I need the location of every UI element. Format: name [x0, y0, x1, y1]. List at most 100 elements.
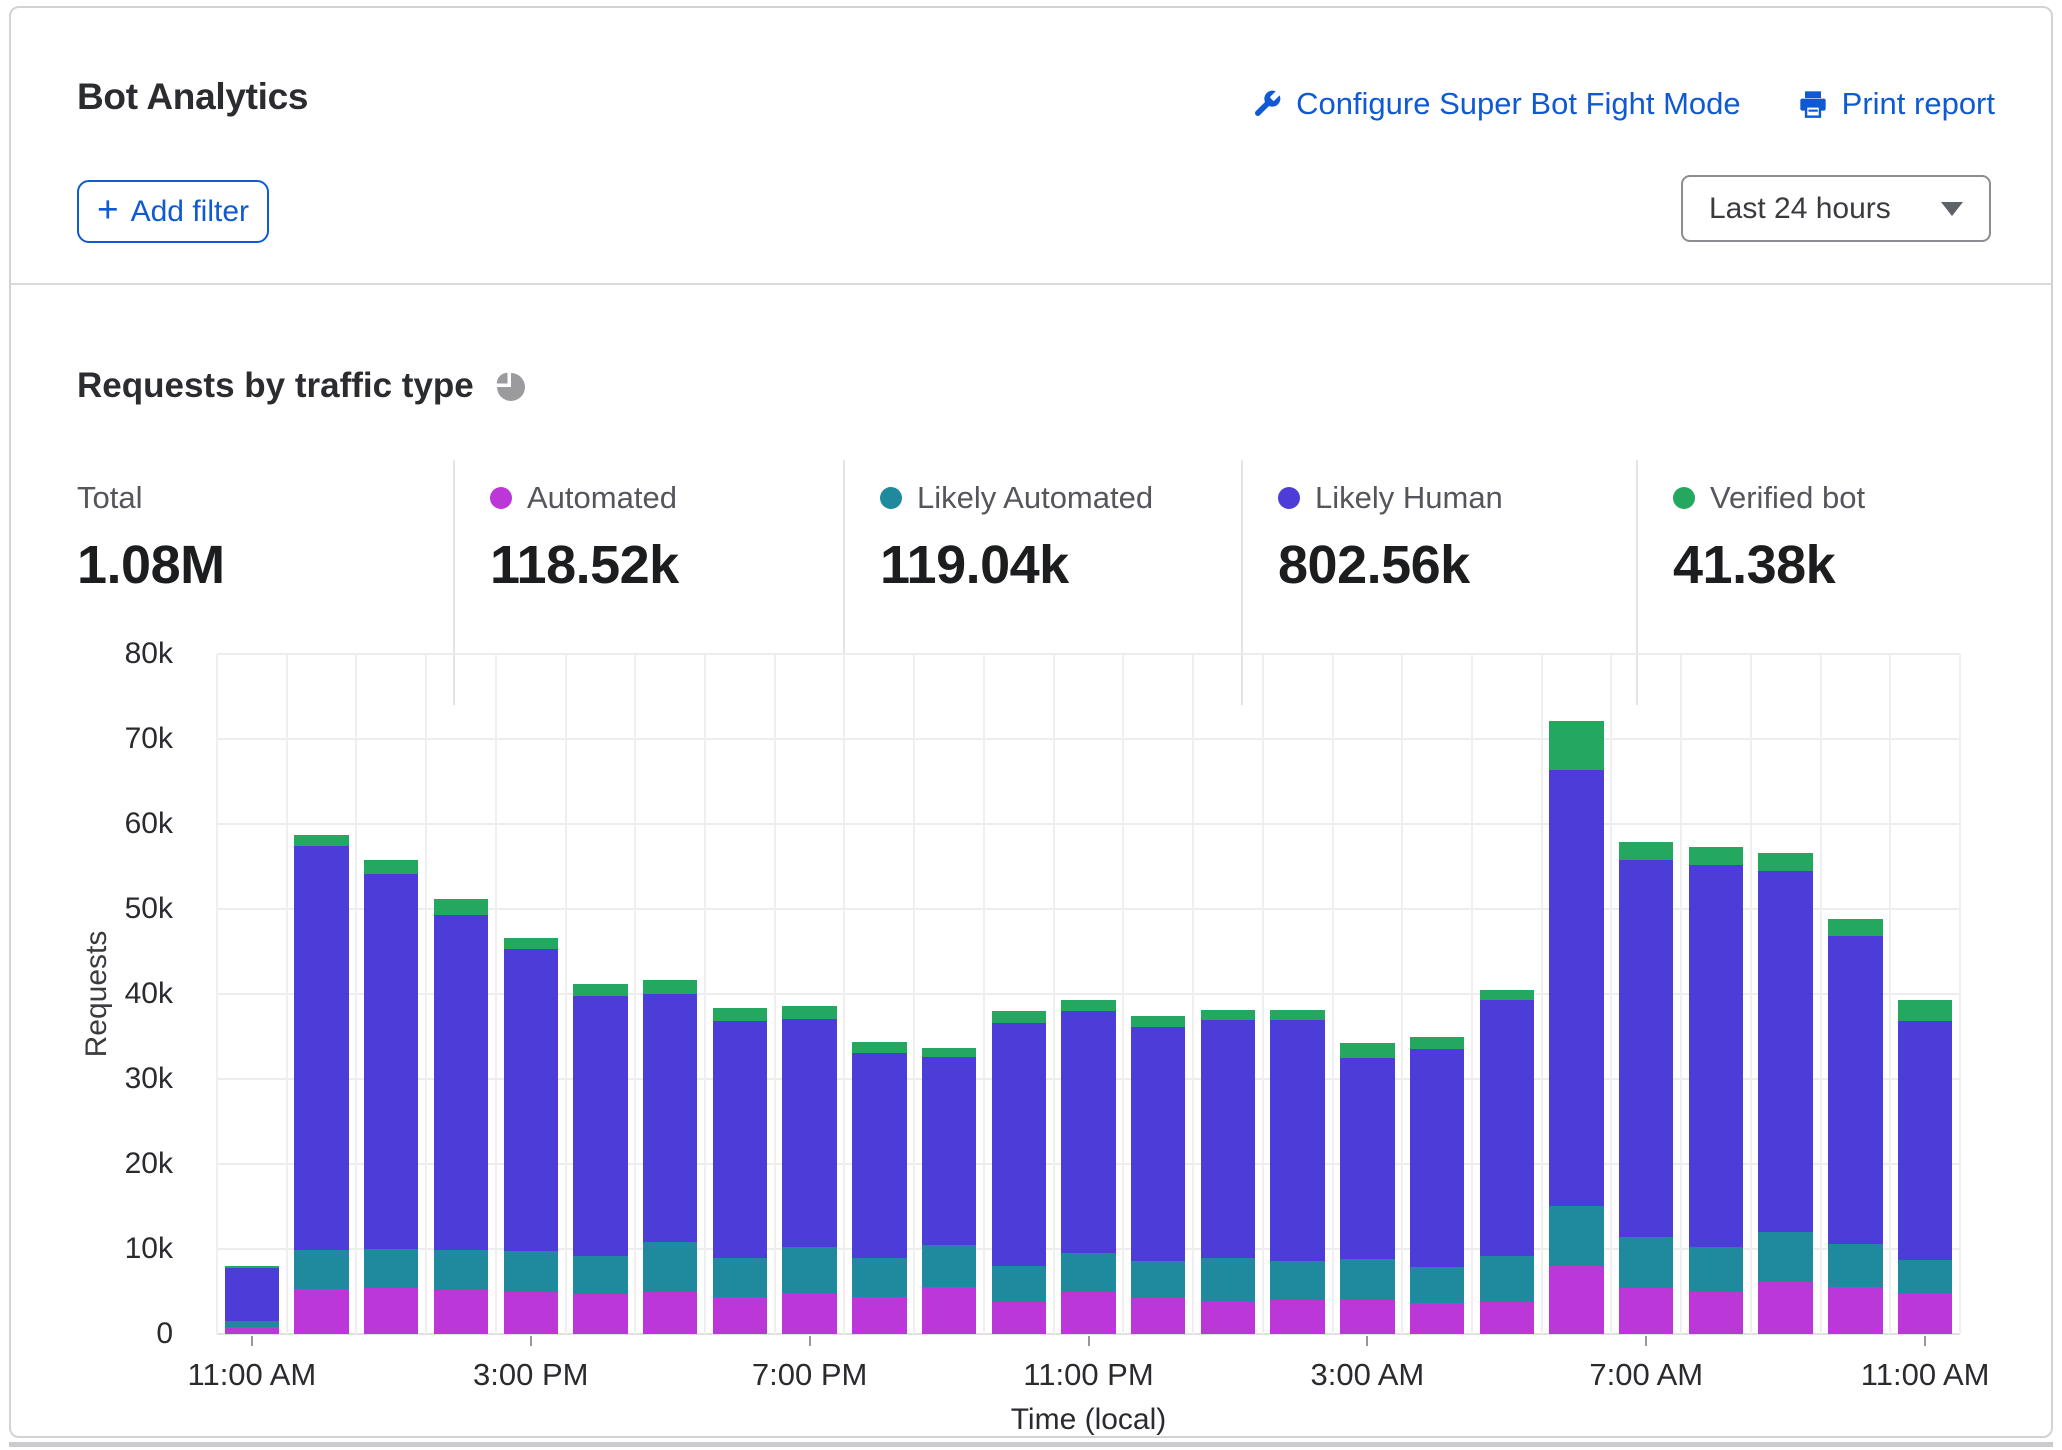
- bar-segment-likely-human: [1200, 1020, 1256, 1259]
- chart-bar-8-00-pm[interactable]: [844, 654, 914, 1334]
- bar-segment-likely-automated: [1828, 1243, 1883, 1288]
- bar-segment-automated: [782, 1293, 837, 1334]
- chart-bar-8-00-am[interactable]: [1681, 654, 1751, 1334]
- chevron-down-icon: [1941, 201, 1963, 216]
- stacked-bar: [1409, 1037, 1465, 1334]
- chart-bar-12-00-am[interactable]: [1123, 654, 1193, 1334]
- chart-bar-5-00-am[interactable]: [1472, 654, 1542, 1334]
- chart-bar-7-00-am[interactable]: [1611, 654, 1681, 1334]
- chart-bar-11-00-pm[interactable]: [1054, 654, 1124, 1334]
- x-axis-area: Time (local) 11:00 AM 3:00 PM 7:00 PM 11:00…: [188, 1335, 1989, 1445]
- bar-segment-automated: [642, 1292, 698, 1334]
- y-axis-tick-label: 30k: [124, 1062, 173, 1095]
- chart-bar-4-00-pm[interactable]: [566, 654, 636, 1334]
- bar-segment-likely-human: [1340, 1057, 1395, 1260]
- bar-segment-verified-bot: [573, 983, 628, 996]
- stat-label: Likely Human: [1315, 480, 1503, 515]
- printer-icon: [1797, 88, 1829, 120]
- bar-segment-likely-automated: [503, 1250, 558, 1293]
- bar-segment-likely-human: [1688, 864, 1744, 1248]
- stat-automated[interactable]: Automated 118.52k: [490, 480, 679, 596]
- x-axis-tick: [1366, 1336, 1369, 1346]
- x-axis-tick-label: 3:00 AM: [1310, 1357, 1425, 1392]
- add-filter-button[interactable]: + Add filter: [77, 180, 269, 243]
- bar-segment-likely-human: [1549, 769, 1604, 1206]
- stacked-bar: [1758, 852, 1813, 1334]
- y-axis-tick-label: 20k: [124, 1147, 173, 1180]
- chart-bar-7-00-pm[interactable]: [775, 654, 845, 1334]
- chart-bar-5-00-pm[interactable]: [635, 654, 705, 1334]
- chart-bar-2-00-pm[interactable]: [426, 654, 496, 1334]
- bar-segment-automated: [1409, 1302, 1465, 1334]
- next-card-edge: [9, 1442, 2053, 1447]
- stacked-bar: [1897, 999, 1953, 1334]
- bar-segment-verified-bot: [1619, 841, 1674, 860]
- add-filter-label: Add filter: [130, 194, 249, 228]
- y-axis-tick-label: 60k: [124, 807, 173, 840]
- stat-likely-automated[interactable]: Likely Automated 119.04k: [880, 480, 1153, 596]
- chart-bar-3-00-pm[interactable]: [496, 654, 566, 1334]
- chart-bar-10-00-pm[interactable]: [984, 654, 1054, 1334]
- bar-segment-verified-bot: [1688, 846, 1744, 865]
- configure-link-label: Configure Super Bot Fight Mode: [1296, 86, 1741, 121]
- chart-bar-4-00-am[interactable]: [1402, 654, 1472, 1334]
- y-axis-tick-label: 80k: [124, 637, 173, 670]
- stat-value: 41.38k: [1673, 535, 1836, 595]
- bar-segment-verified-bot: [1549, 721, 1604, 770]
- v-gridline: [285, 654, 288, 1334]
- stat-verified-bot[interactable]: Verified bot 41.38k: [1673, 480, 1865, 596]
- bar-segment-verified-bot: [433, 898, 489, 915]
- x-axis-title: Time (local): [1010, 1403, 1167, 1436]
- stacked-bar: [1131, 1016, 1186, 1334]
- chart-bar-3-00-am[interactable]: [1333, 654, 1403, 1334]
- chart-bar-10-00-am[interactable]: [1821, 654, 1891, 1334]
- chart-bar-2-00-am[interactable]: [1263, 654, 1333, 1334]
- x-axis-tick-label: 11:00 AM: [1860, 1357, 1990, 1392]
- h-gridline: [217, 1333, 1960, 1335]
- time-range-select[interactable]: Last 24 hours: [1681, 175, 1991, 242]
- bar-segment-likely-automated: [1270, 1260, 1325, 1300]
- chart-bar-11-00-am[interactable]: [217, 654, 287, 1334]
- likely-human-legend-dot: [1278, 487, 1300, 509]
- chart-bar-1-00-am[interactable]: [1193, 654, 1263, 1334]
- bar-segment-verified-bot: [1270, 1010, 1325, 1021]
- bar-segment-likely-human: [1828, 936, 1883, 1244]
- bar-segment-likely-automated: [1688, 1247, 1744, 1293]
- bar-segment-verified-bot: [1061, 999, 1116, 1012]
- bar-segment-likely-human: [1479, 999, 1534, 1256]
- stat-label-row: Verified bot: [1673, 480, 1865, 516]
- v-gridline: [1192, 654, 1195, 1334]
- v-gridline: [494, 654, 497, 1334]
- bar-segment-likely-automated: [1758, 1232, 1813, 1283]
- bar-segment-verified-bot: [642, 979, 698, 995]
- bar-segment-likely-human: [433, 914, 489, 1250]
- bar-segment-automated: [1619, 1288, 1674, 1334]
- stat-total[interactable]: Total 1.08M: [77, 480, 225, 596]
- chart-bar-6-00-pm[interactable]: [705, 654, 775, 1334]
- x-axis-tick: [250, 1336, 253, 1346]
- configure-super-bot-fight-mode-link[interactable]: Configure Super Bot Fight Mode: [1251, 86, 1741, 122]
- stacked-bar: [433, 898, 489, 1334]
- chart-bar-6-00-am[interactable]: [1542, 654, 1612, 1334]
- stat-label-row: Likely Human: [1278, 480, 1503, 516]
- bar-segment-verified-bot: [224, 1266, 280, 1268]
- stat-label: Total: [77, 480, 143, 515]
- section-title-row: Requests by traffic type: [77, 366, 528, 406]
- bar-segment-likely-human: [224, 1267, 280, 1322]
- y-axis-tick-label: 70k: [124, 722, 173, 755]
- chart-bar-12-00-pm[interactable]: [287, 654, 357, 1334]
- chart-bar-9-00-am[interactable]: [1751, 654, 1821, 1334]
- chart-bar-1-00-pm[interactable]: [356, 654, 426, 1334]
- bar-segment-likely-human: [1619, 859, 1674, 1238]
- bar-segment-likely-automated: [1549, 1205, 1604, 1266]
- x-axis-tick-label: 11:00 PM: [1023, 1357, 1154, 1392]
- print-report-link[interactable]: Print report: [1797, 86, 1995, 122]
- plus-icon: +: [97, 188, 119, 230]
- chart-bar-11-00-am[interactable]: [1890, 654, 1960, 1334]
- v-gridline: [913, 654, 916, 1334]
- bar-segment-automated: [1270, 1300, 1325, 1334]
- chart-bar-9-00-pm[interactable]: [914, 654, 984, 1334]
- stat-likely-human[interactable]: Likely Human 802.56k: [1278, 480, 1503, 596]
- bar-segment-automated: [1200, 1300, 1256, 1334]
- bar-segment-automated: [1340, 1300, 1395, 1334]
